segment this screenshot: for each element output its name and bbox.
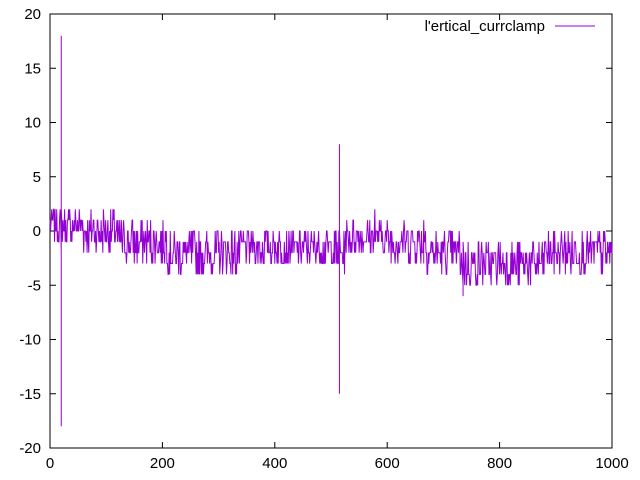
plot-area — [49, 13, 613, 449]
y-tick-label: 15 — [24, 60, 41, 77]
legend: l'ertical_currclamp — [425, 18, 595, 35]
x-tick-label: 400 — [262, 455, 287, 472]
x-tick-label: 1000 — [595, 455, 628, 472]
x-tick-label: 200 — [150, 455, 175, 472]
y-tick-label: 5 — [33, 169, 41, 186]
x-tick-label: 0 — [46, 455, 54, 472]
x-tick-label: 800 — [487, 455, 512, 472]
x-tick-label: 600 — [375, 455, 400, 472]
series-group — [49, 35, 613, 427]
series-line-vertical-currclamp — [49, 35, 613, 427]
y-tick-label: -15 — [19, 386, 41, 403]
y-tick-label: -20 — [19, 440, 41, 457]
y-tick-label: -5 — [28, 277, 41, 294]
y-tick-label: 20 — [24, 6, 41, 23]
y-tick-label: -10 — [19, 332, 41, 349]
legend-label: l'ertical_currclamp — [425, 18, 545, 35]
axis-ticks: 0 200 400 600 800 1000 -20 -15 -10 -5 0 5 10 15 20 — [19, 6, 628, 472]
y-tick-label: 0 — [33, 223, 41, 240]
y-tick-label: 10 — [24, 115, 41, 132]
